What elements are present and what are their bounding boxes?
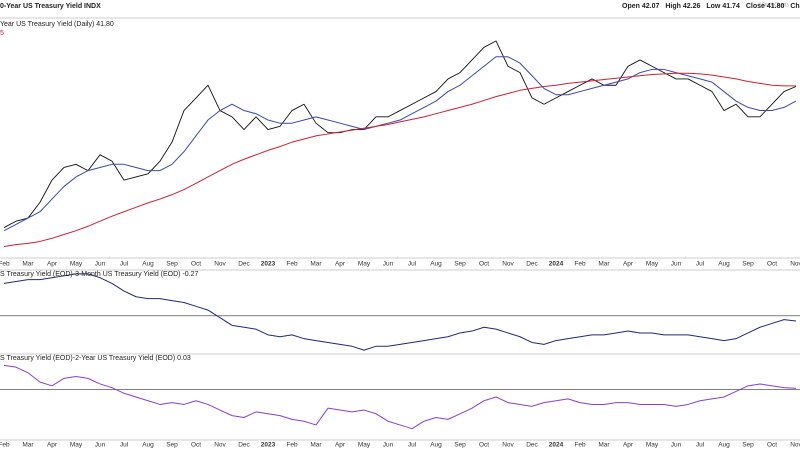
x-tick-label: 2024 bbox=[549, 261, 564, 268]
x-tick-label: Nov bbox=[214, 261, 226, 268]
x-tick-label: May bbox=[70, 442, 83, 449]
x-tick-label: 2023 bbox=[261, 442, 276, 449]
series-line bbox=[3, 72, 796, 248]
x-tick-label: 2023 bbox=[261, 261, 276, 268]
x-tick-label: Feb bbox=[0, 442, 10, 449]
x-tick-label: Aug bbox=[718, 442, 730, 449]
legend-label: 5 bbox=[0, 30, 4, 37]
x-tick-label: Nov bbox=[502, 261, 514, 268]
x-tick-label: Feb bbox=[574, 442, 586, 449]
x-tick-label: Jul bbox=[408, 261, 417, 268]
quote-item: Open 42.07 bbox=[622, 3, 659, 10]
x-tick-label: Jun bbox=[95, 261, 106, 268]
x-tick-label: Apr bbox=[623, 261, 634, 268]
x-tick-label: Nov bbox=[502, 442, 514, 449]
x-tick-label: Aug bbox=[430, 442, 442, 449]
x-tick-label: Nov bbox=[790, 261, 800, 268]
x-tick-label: Sep bbox=[454, 261, 466, 268]
x-tick-label: Jul bbox=[696, 261, 705, 268]
x-tick-label: Dec bbox=[526, 261, 538, 268]
x-tick-label: Jul bbox=[408, 442, 417, 449]
quote-item: Chg +0.00 (+0 bbox=[790, 3, 800, 10]
x-tick-label: Dec bbox=[238, 261, 250, 268]
x-tick-label: Apr bbox=[623, 442, 634, 449]
source: ©StockCharts bbox=[758, 1, 789, 8]
x-tick-label: Dec bbox=[238, 442, 250, 449]
x-tick-label: Dec bbox=[526, 442, 538, 449]
x-tick-label: Jun bbox=[671, 442, 682, 449]
quote-item: Close 41.80 bbox=[746, 3, 785, 10]
series-line bbox=[3, 273, 797, 351]
x-tick-label: 2024 bbox=[549, 442, 564, 449]
x-tick-label: Aug bbox=[718, 261, 730, 268]
chart-title: 0-Year US Treasury Yield INDX bbox=[0, 3, 101, 10]
x-tick-label: Jul bbox=[696, 442, 705, 449]
x-tick-label: Aug bbox=[142, 442, 154, 449]
x-tick-label: Jul bbox=[120, 261, 129, 268]
legend-label: S Treasury Yield (EOD)-2-Year US Treasur… bbox=[0, 355, 191, 362]
x-tick-label: Mar bbox=[598, 442, 610, 449]
x-tick-label: Oct bbox=[767, 261, 777, 268]
x-tick-label: May bbox=[358, 261, 371, 268]
x-tick-label: Oct bbox=[191, 442, 201, 449]
legend-label: Year US Treasury Yield (Daily) 41.80 bbox=[0, 21, 114, 28]
x-tick-label: Sep bbox=[742, 442, 754, 449]
x-tick-label: Mar bbox=[22, 261, 34, 268]
x-tick-label: Oct bbox=[479, 442, 489, 449]
x-tick-label: Feb bbox=[574, 261, 586, 268]
x-tick-label: Apr bbox=[47, 261, 58, 268]
x-tick-label: Feb bbox=[286, 442, 298, 449]
x-tick-label: Nov bbox=[790, 442, 800, 449]
x-tick-label: Apr bbox=[47, 442, 58, 449]
x-tick-label: Jun bbox=[671, 261, 682, 268]
x-tick-label: Feb bbox=[286, 261, 298, 268]
series-line bbox=[3, 40, 797, 228]
x-tick-label: Jun bbox=[383, 442, 394, 449]
x-tick-label: May bbox=[646, 442, 659, 449]
x-tick-label: Jul bbox=[120, 442, 129, 449]
x-tick-label: May bbox=[70, 261, 83, 268]
x-tick-label: Nov bbox=[214, 442, 226, 449]
x-tick-label: Mar bbox=[310, 442, 322, 449]
x-tick-label: Apr bbox=[335, 261, 346, 268]
x-tick-label: Oct bbox=[479, 261, 489, 268]
x-tick-label: Sep bbox=[742, 261, 754, 268]
quote-item: Low 41.74 bbox=[706, 3, 740, 10]
legend-label: S Treasury Yield (EOD)-3-Month US Treasu… bbox=[0, 271, 199, 278]
quote-item: High 42.26 bbox=[665, 3, 700, 10]
x-tick-label: Oct bbox=[191, 261, 201, 268]
x-tick-label: Aug bbox=[430, 261, 442, 268]
series-line bbox=[3, 56, 797, 232]
x-tick-label: Mar bbox=[22, 442, 34, 449]
x-tick-label: Aug bbox=[142, 261, 154, 268]
x-tick-label: Sep bbox=[166, 442, 178, 449]
x-tick-label: May bbox=[358, 442, 371, 449]
x-tick-label: May bbox=[646, 261, 659, 268]
x-tick-label: Jun bbox=[95, 442, 106, 449]
x-tick-label: Jun bbox=[383, 261, 394, 268]
x-tick-label: Mar bbox=[310, 261, 322, 268]
x-tick-label: Feb bbox=[0, 261, 10, 268]
x-tick-label: Sep bbox=[454, 442, 466, 449]
series-line bbox=[3, 364, 797, 430]
x-tick-label: Sep bbox=[166, 261, 178, 268]
x-tick-label: Mar bbox=[598, 261, 610, 268]
x-tick-label: Oct bbox=[767, 442, 777, 449]
x-tick-label: Apr bbox=[335, 442, 346, 449]
